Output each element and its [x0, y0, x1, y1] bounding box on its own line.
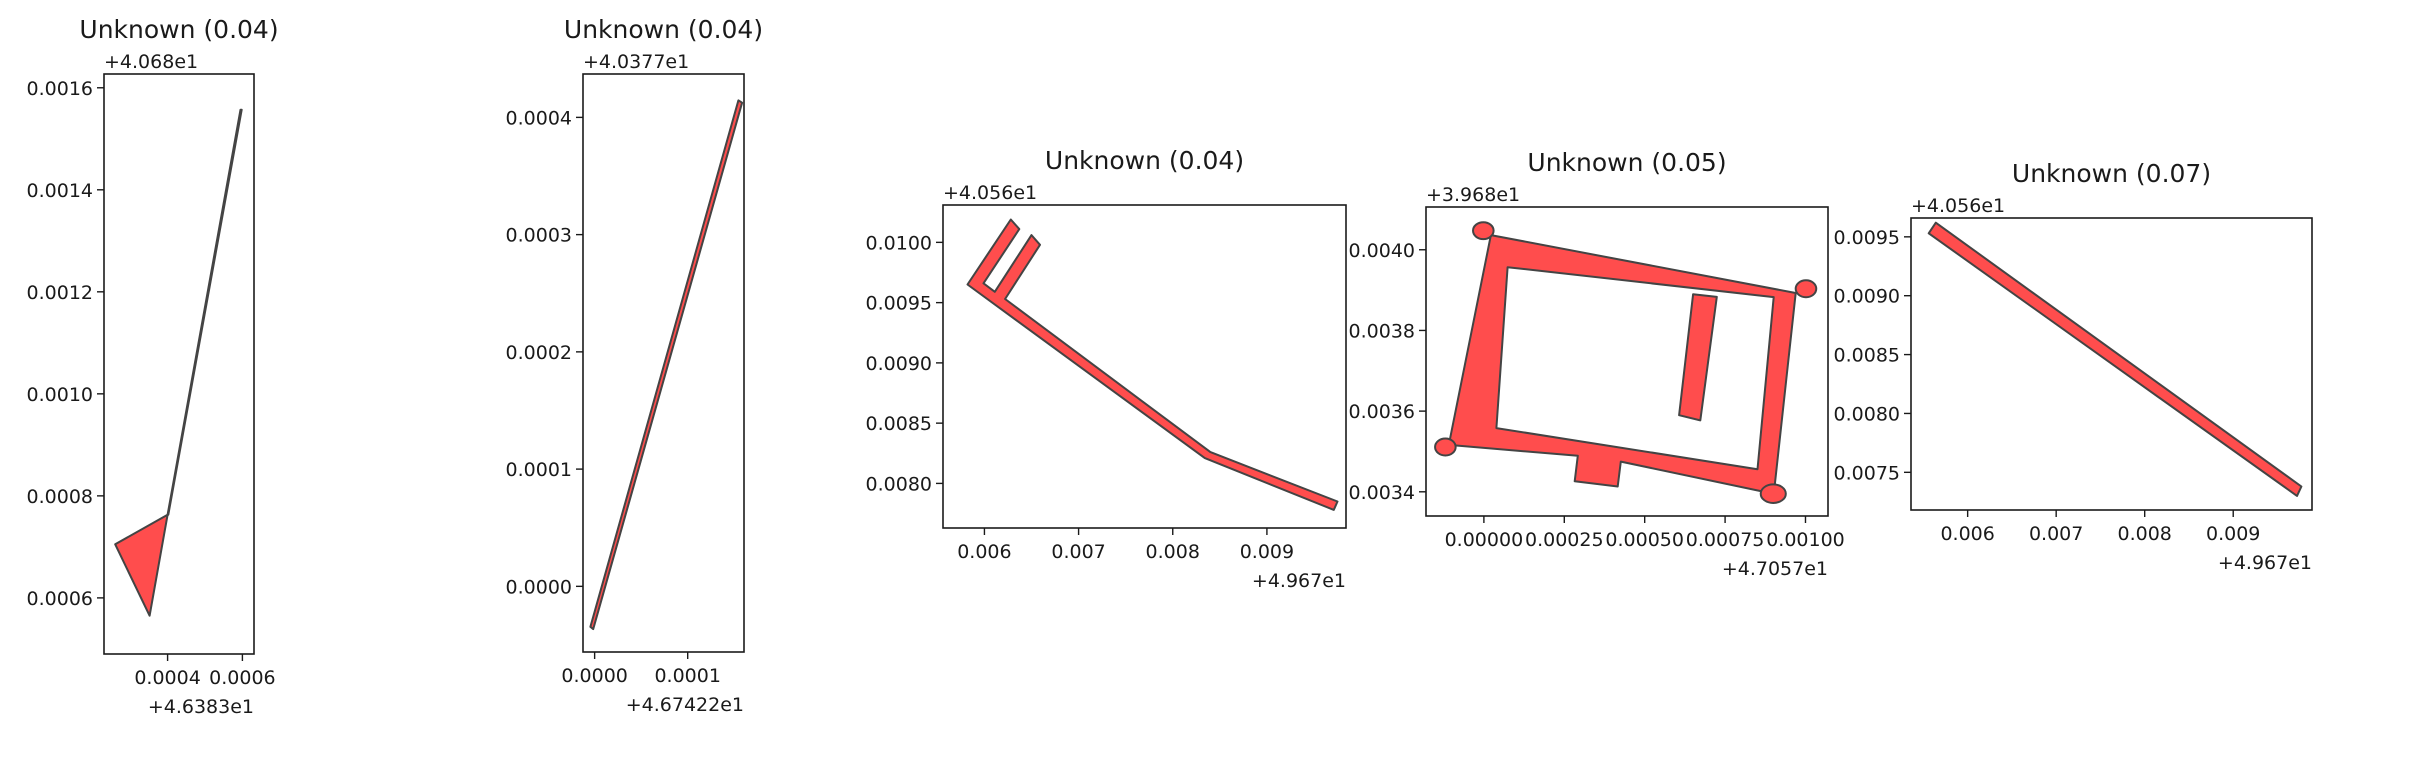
x-offset-label: +4.967e1	[1252, 570, 1346, 592]
y-tick-label: 0.0034	[1349, 482, 1415, 504]
y-tick-label: 0.0004	[506, 107, 572, 129]
y-tick-label: 0.0100	[866, 232, 932, 254]
y-tick-label: 0.0085	[1834, 345, 1900, 367]
y-tick-label: 0.0080	[866, 473, 932, 495]
y-tick-label: 0.0003	[506, 225, 572, 247]
x-tick-label: 0.00025	[1525, 529, 1604, 551]
axes-frame	[1425, 206, 1829, 517]
y-tick-label: 0.0002	[506, 342, 572, 364]
y-tick-label: 0.0014	[27, 180, 93, 202]
x-tick-label: 0.00000	[1445, 529, 1524, 551]
x-offset-label: +4.67422e1	[626, 694, 744, 716]
y-tick-label: 0.0010	[27, 384, 93, 406]
polygon-shape-1	[966, 218, 1339, 511]
axes-frame	[103, 73, 255, 655]
chart-title: Unknown (0.04)	[1045, 146, 1244, 175]
corner-knob-4	[1759, 483, 1787, 504]
corner-knob-3	[1434, 437, 1457, 457]
x-tick-label: 0.009	[2206, 523, 2260, 545]
y-offset-label: +4.0377e1	[583, 51, 689, 73]
chart-title: Unknown (0.04)	[79, 15, 278, 44]
y-tick-label: 0.0001	[506, 459, 572, 481]
x-tick-label: 0.007	[2029, 523, 2083, 545]
y-tick-label: 0.0040	[1349, 240, 1415, 262]
y-tick-label: 0.0016	[27, 78, 93, 100]
y-tick-label: 0.0012	[27, 282, 93, 304]
x-offset-label: +4.7057e1	[1722, 558, 1828, 580]
y-tick-label: 0.0008	[27, 486, 93, 508]
y-tick-label: 0.0085	[866, 413, 932, 435]
y-tick-label: 0.0095	[1834, 227, 1900, 249]
y-tick-label: 0.0036	[1349, 401, 1415, 423]
x-tick-label: 0.0001	[654, 665, 720, 687]
subplot-1: 0.0004 0.0006 0.0006 0.0008 0.0010 0.0012 0.00…	[27, 15, 279, 718]
x-offset-label: +4.967e1	[2218, 552, 2312, 574]
x-tick-label: 0.00100	[1766, 529, 1845, 551]
x-tick-label: 0.0004	[134, 667, 200, 689]
axes-frame	[942, 204, 1347, 529]
polygon-shape-3	[1678, 293, 1718, 422]
y-tick-label: 0.0038	[1349, 320, 1415, 342]
y-tick-label: 0.0006	[27, 588, 93, 610]
subplot-5: 0.006 0.007 0.008 0.009 0.0075 0.0080 0.0085 0.…	[1834, 159, 2313, 574]
polygon-shape-1	[589, 99, 744, 631]
x-offset-label: +4.6383e1	[148, 696, 254, 718]
y-tick-label: 0.0075	[1834, 462, 1900, 484]
chart-title: Unknown (0.07)	[2012, 159, 2211, 188]
polygon-shape-1	[1927, 221, 2303, 497]
y-offset-label: +4.056e1	[1911, 195, 2005, 217]
polygon-shape-2	[166, 108, 243, 516]
subplot-3: 0.006 0.007 0.008 0.009 0.0080 0.0085 0.0090 0.…	[866, 146, 1347, 592]
corner-knob-2	[1794, 279, 1818, 299]
subplot-2: 0.0000 0.0001 0.0000 0.0001 0.0002 0.0003 0.00…	[506, 15, 764, 716]
chart-title: Unknown (0.05)	[1527, 148, 1726, 177]
x-tick-label: 0.009	[1240, 541, 1294, 563]
axes-frame	[582, 73, 745, 653]
x-tick-label: 0.006	[957, 541, 1011, 563]
y-tick-label: 0.0090	[866, 353, 932, 375]
y-offset-label: +4.056e1	[943, 182, 1037, 204]
y-tick-label: 0.0090	[1834, 286, 1900, 308]
x-tick-label: 0.006	[1940, 523, 1994, 545]
x-tick-label: 0.0006	[209, 667, 275, 689]
x-tick-label: 0.00050	[1605, 529, 1684, 551]
x-tick-label: 0.00075	[1686, 529, 1765, 551]
x-tick-label: 0.008	[2117, 523, 2171, 545]
subplot-4: 0.00000 0.00025 0.00050 0.00075 0.00100 0.003…	[1349, 148, 1845, 580]
x-tick-label: 0.0000	[561, 665, 627, 687]
y-tick-label: 0.0000	[506, 576, 572, 598]
y-tick-label: 0.0095	[866, 293, 932, 315]
x-tick-label: 0.008	[1146, 541, 1200, 563]
corner-knob-1	[1472, 221, 1495, 241]
axes-frame	[1910, 217, 2313, 511]
y-offset-label: +3.968e1	[1426, 184, 1520, 206]
polygon-shape-1	[114, 513, 169, 617]
chart-title: Unknown (0.04)	[564, 15, 763, 44]
x-tick-label: 0.007	[1051, 541, 1105, 563]
y-offset-label: +4.068e1	[104, 51, 198, 73]
y-tick-label: 0.0080	[1834, 403, 1900, 425]
